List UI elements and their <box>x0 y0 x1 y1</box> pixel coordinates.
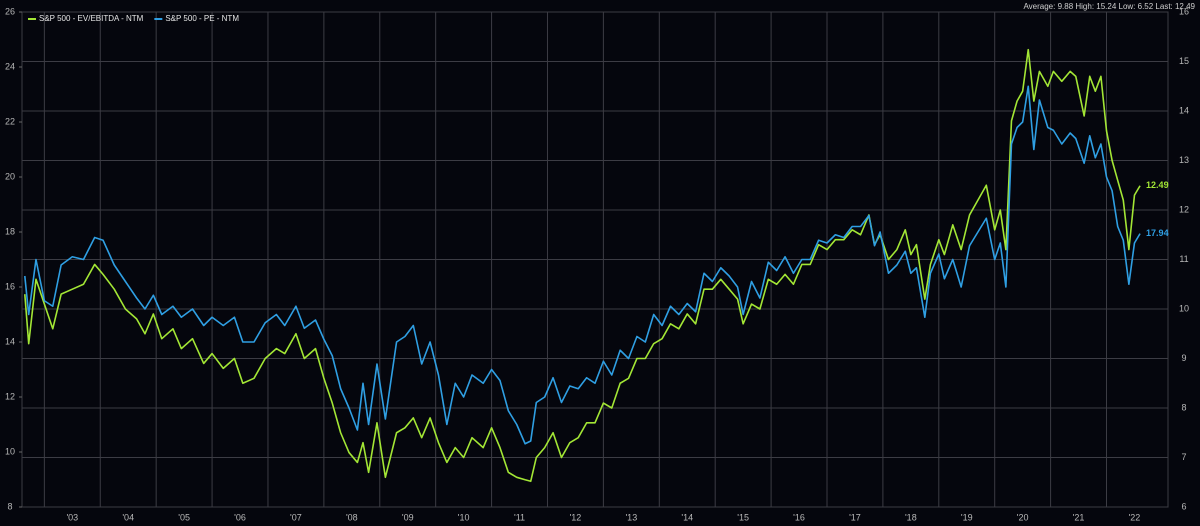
y-tick-label: 22 <box>5 116 15 126</box>
y-tick-label: 12 <box>5 391 15 401</box>
x-tick-label: '20 <box>1017 512 1029 522</box>
y2-tick-label: 16 <box>1179 6 1189 16</box>
x-tick-label: '09 <box>402 512 414 522</box>
x-tick-label: '15 <box>737 512 749 522</box>
y-tick-label: 24 <box>5 61 15 71</box>
x-tick-label: '11 <box>514 512 525 522</box>
x-tick-label: '18 <box>905 512 917 522</box>
x-tick-label: '03 <box>66 512 78 522</box>
legend-label: S&P 500 - EV/EBITDA - NTM <box>39 14 144 23</box>
x-tick-label: '08 <box>346 512 358 522</box>
end-value-label: 17.94 <box>1146 228 1169 238</box>
x-tick-label: '07 <box>290 512 302 522</box>
y2-tick-label: 13 <box>1179 155 1189 165</box>
y2-tick-label: 7 <box>1181 452 1186 462</box>
y-tick-label: 26 <box>5 6 15 16</box>
y-tick-label: 8 <box>7 501 12 511</box>
x-tick-label: '16 <box>793 512 805 522</box>
x-tick-label: '22 <box>1129 512 1141 522</box>
y2-tick-label: 14 <box>1179 105 1189 115</box>
x-tick-label: '04 <box>122 512 134 522</box>
y2-tick-label: 9 <box>1181 353 1186 363</box>
y2-tick-label: 11 <box>1179 254 1188 264</box>
stats-annotation: Average: 9.88 High: 15.24 Low: 6.52 Last… <box>1023 2 1195 11</box>
y-tick-label: 16 <box>5 281 15 291</box>
x-tick-label: '14 <box>681 512 693 522</box>
series-line <box>24 85 1141 445</box>
x-tick-label: '13 <box>625 512 637 522</box>
x-tick-label: '21 <box>1073 512 1085 522</box>
legend-label: S&P 500 - PE - NTM <box>165 14 239 23</box>
x-tick-label: '17 <box>849 512 861 522</box>
y-tick-label: 20 <box>5 171 15 181</box>
y2-tick-label: 15 <box>1179 56 1189 66</box>
x-tick-label: '05 <box>178 512 190 522</box>
y-tick-label: 10 <box>5 446 15 456</box>
series-line <box>24 48 1141 483</box>
x-tick-label: '19 <box>961 512 973 522</box>
y-tick-label: 18 <box>5 226 15 236</box>
y-tick-label: 14 <box>5 336 15 346</box>
y2-tick-label: 8 <box>1181 402 1186 412</box>
end-value-label: 12.49 <box>1146 180 1169 190</box>
y2-tick-label: 6 <box>1181 501 1186 511</box>
x-tick-label: '10 <box>458 512 470 522</box>
y2-tick-label: 10 <box>1179 303 1189 313</box>
y2-tick-label: 12 <box>1179 204 1189 214</box>
x-tick-label: '12 <box>570 512 582 522</box>
x-tick-label: '06 <box>234 512 246 522</box>
